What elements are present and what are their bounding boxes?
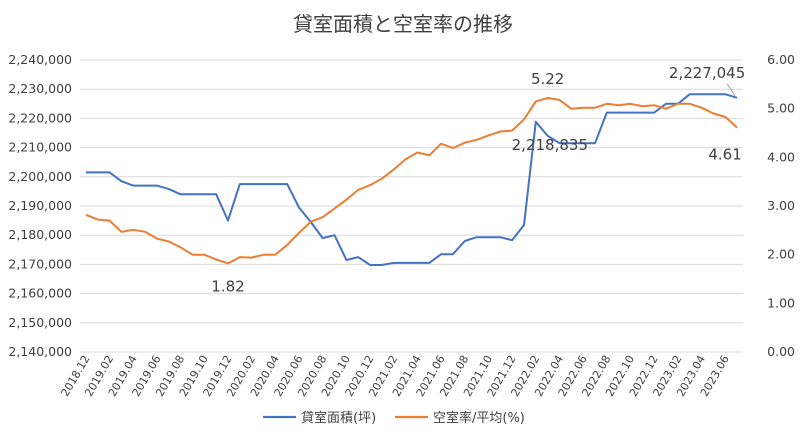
y-left-tick-label: 2,220,000 xyxy=(8,110,72,125)
y-left-tick-label: 2,200,000 xyxy=(8,169,72,184)
y-left-tick-label: 2,190,000 xyxy=(8,198,72,213)
y-left-tick-label: 2,140,000 xyxy=(8,344,72,359)
x-axis: 2018.122019.022019.042019.062019.082019.… xyxy=(59,353,732,399)
data-label: 1.82 xyxy=(211,277,244,295)
data-label: 5.22 xyxy=(531,70,564,88)
gridlines xyxy=(80,59,743,353)
y-right-tick-label: 1.00 xyxy=(767,295,795,310)
y-left-tick-label: 2,150,000 xyxy=(8,315,72,330)
data-label: 4.61 xyxy=(708,146,741,164)
data-label: 2,218,835 xyxy=(512,136,588,154)
data-label-leader xyxy=(726,83,736,97)
series-line-area xyxy=(85,93,738,266)
y-right-tick-label: 3.00 xyxy=(767,198,795,213)
y-right-tick-label: 4.00 xyxy=(767,149,795,164)
data-label: 2,227,045 xyxy=(669,64,745,82)
legend-label-area: 貸室面積(坪) xyxy=(301,410,376,426)
y-right-tick-label: 2.00 xyxy=(767,247,795,262)
y-axis-right: 0.00 1.00 2.00 3.00 4.00 5.00 6.00 xyxy=(767,52,795,359)
y-left-tick-label: 2,180,000 xyxy=(8,227,72,242)
y-axis-left: 2,140,000 2,150,000 2,160,000 2,170,000 2,18… xyxy=(8,52,72,359)
series-lines xyxy=(85,93,738,266)
y-left-tick-label: 2,240,000 xyxy=(8,52,72,67)
y-left-tick-label: 2,170,000 xyxy=(8,256,72,271)
y-right-tick-label: 6.00 xyxy=(767,52,795,67)
y-right-tick-label: 5.00 xyxy=(767,101,795,116)
series-line-vacancy xyxy=(85,97,738,265)
legend-label-vacancy: 空室率/平均(%) xyxy=(433,410,525,426)
y-left-tick-label: 2,210,000 xyxy=(8,140,72,155)
legend: 貸室面積(坪) 空室率/平均(%) xyxy=(263,410,525,426)
y-left-tick-label: 2,160,000 xyxy=(8,286,72,301)
y-left-tick-label: 2,230,000 xyxy=(8,81,72,96)
y-right-tick-label: 0.00 xyxy=(767,344,795,359)
chart-title: 貸室面積と空室率の推移 xyxy=(293,12,513,36)
data-labels: 1.82 5.22 2,218,835 2,227,045 4.61 xyxy=(211,64,745,296)
